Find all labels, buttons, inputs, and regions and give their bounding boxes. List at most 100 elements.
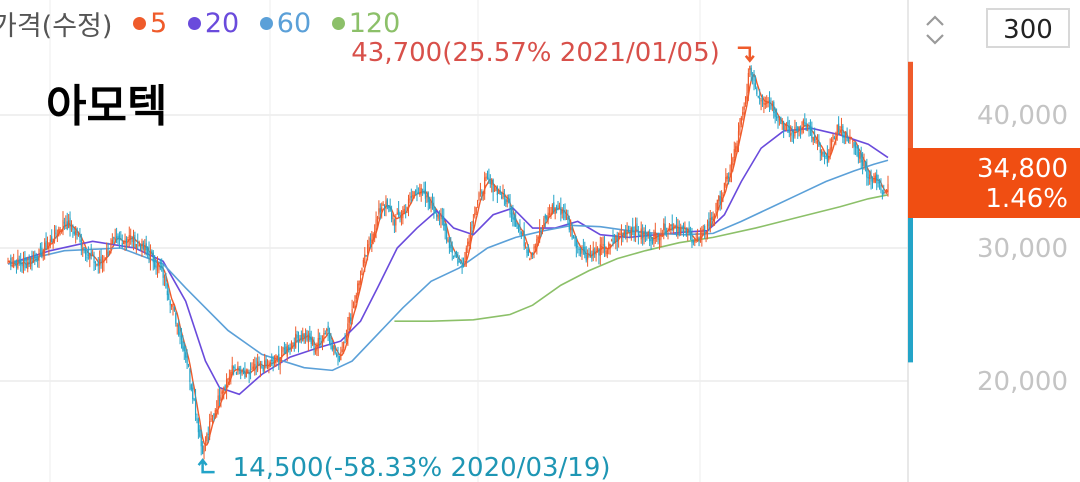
candle-body <box>417 192 419 195</box>
candle-body <box>477 200 479 206</box>
candle-body <box>609 244 611 247</box>
candle-body <box>726 175 728 179</box>
candle-body <box>830 139 833 149</box>
candle-body <box>657 233 659 240</box>
candle-body <box>807 125 809 128</box>
candle-body <box>778 118 781 121</box>
candle-body <box>548 213 551 216</box>
candle-body <box>854 143 857 148</box>
candle-body <box>423 190 425 192</box>
candle-body <box>620 232 623 237</box>
candle-body <box>10 257 12 267</box>
candle-body <box>646 235 648 237</box>
candle-body <box>41 247 43 256</box>
candle-body <box>616 235 618 242</box>
candle-body <box>520 231 522 235</box>
y-tick-label: 40,000 <box>977 101 1068 131</box>
ma20-legend-dot <box>187 17 201 30</box>
candle-body <box>605 251 607 255</box>
candle-body <box>213 413 215 416</box>
candle-body <box>25 264 27 269</box>
candle-body <box>183 346 185 352</box>
candle-body <box>828 158 830 161</box>
candle-body <box>537 236 539 240</box>
candle-body <box>52 241 54 244</box>
candle-body <box>347 323 349 339</box>
candle-body <box>252 366 254 369</box>
candle-body <box>695 239 697 242</box>
current-price-change: 1.46% <box>985 184 1068 214</box>
expand-collapse-icon[interactable] <box>918 12 952 48</box>
period-select[interactable]: 300 <box>986 8 1070 48</box>
candle-body <box>37 258 39 261</box>
extreme-markers: 43,700(25.57% 2021/01/05) 14,500(-58.33%… <box>197 38 755 482</box>
candle-body <box>863 161 865 167</box>
candle-body <box>233 366 235 368</box>
candle-body <box>799 126 802 131</box>
candle-body <box>626 231 628 235</box>
candle-body <box>711 217 713 220</box>
candle-body <box>70 223 73 228</box>
candle-body <box>343 342 345 348</box>
candle-body <box>715 210 717 212</box>
candle-body <box>873 180 875 182</box>
candle-body <box>321 339 324 346</box>
candle-body <box>613 241 616 243</box>
candle-body <box>369 237 372 241</box>
stock-name: 아모텍 <box>46 81 168 132</box>
candle-body <box>218 395 221 401</box>
candle-body <box>148 250 150 259</box>
candle-body <box>603 244 606 253</box>
candle-body <box>506 199 508 203</box>
candle-body <box>794 126 796 137</box>
candle-body <box>883 191 885 194</box>
candle-body <box>352 306 355 308</box>
max-marker-arrow <box>737 46 755 63</box>
candle-body <box>62 220 64 232</box>
candle-body <box>361 268 363 275</box>
candle-body <box>152 252 154 263</box>
candle-body <box>189 368 191 383</box>
candle-body <box>327 325 329 332</box>
candle-body <box>568 222 570 230</box>
candle-body <box>650 239 652 242</box>
candle-body <box>759 97 761 99</box>
price-badge-background <box>908 148 1080 218</box>
candle-body <box>389 205 391 212</box>
candle-body <box>235 371 238 375</box>
candle-body <box>589 252 592 254</box>
candle-body <box>372 234 374 241</box>
candle-body <box>118 235 121 240</box>
candle-body <box>303 334 305 338</box>
candle-body <box>358 280 360 286</box>
candle-body <box>584 246 586 256</box>
candle-body <box>790 133 792 136</box>
candle-body <box>362 259 364 267</box>
candle-body <box>161 265 163 269</box>
candle-body <box>540 228 542 230</box>
candle-body <box>661 232 663 235</box>
candle-body <box>97 261 99 267</box>
candle-body <box>340 352 342 361</box>
candle-body <box>777 121 779 123</box>
candle-body <box>457 259 459 264</box>
candle-body <box>750 67 752 76</box>
candle-body <box>643 232 645 240</box>
candle-body <box>519 226 521 231</box>
candle-body <box>407 199 410 209</box>
candle-body <box>365 255 367 257</box>
candle-body <box>383 205 386 209</box>
candle-body <box>309 333 311 340</box>
candle-body <box>386 199 388 208</box>
candle-body <box>517 224 520 229</box>
candle-body <box>503 193 506 197</box>
candle-body <box>39 246 42 248</box>
candle-body <box>481 191 483 194</box>
candle-body <box>334 346 336 354</box>
candle-body <box>781 123 783 125</box>
candle-body <box>65 224 67 226</box>
candle-body <box>512 212 514 220</box>
candle-body <box>677 225 679 232</box>
candle-body <box>103 259 105 263</box>
